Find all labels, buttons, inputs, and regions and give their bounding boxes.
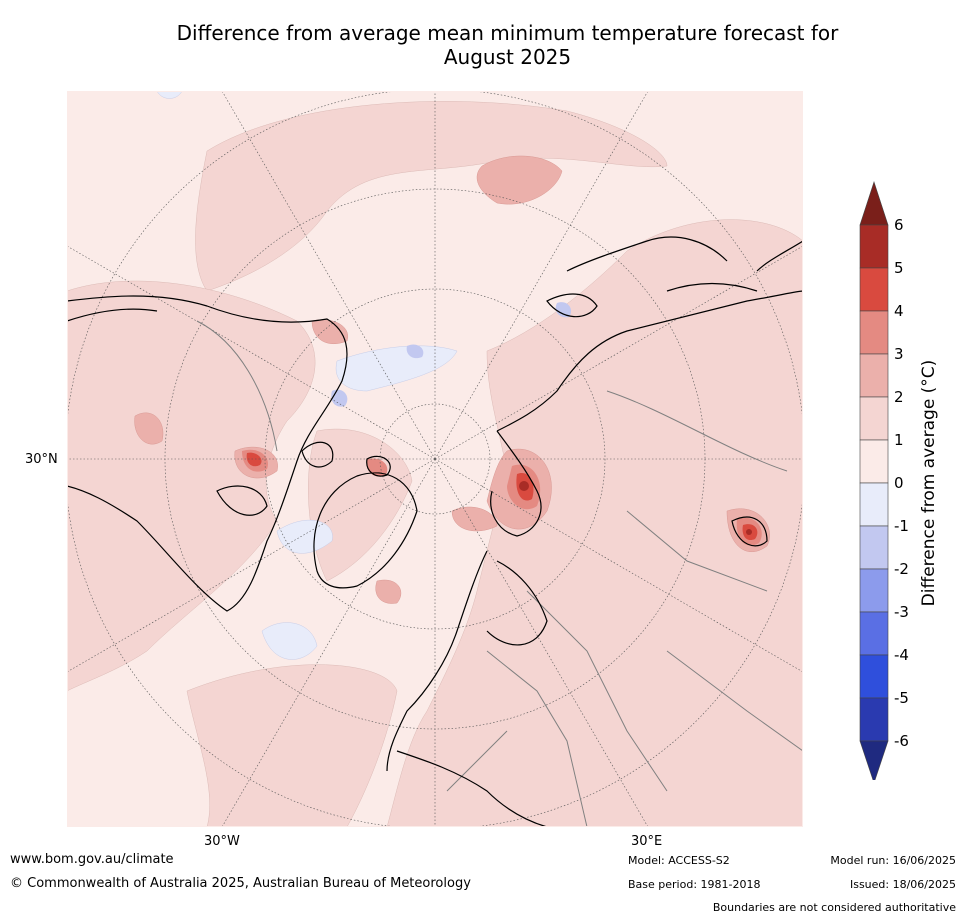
forecast-map bbox=[67, 91, 803, 827]
colorbar-tick-label: 2 bbox=[894, 388, 904, 406]
colorbar-bin bbox=[859, 697, 889, 742]
footer-base-period: Base period: 1981-2018 bbox=[628, 878, 761, 891]
colorbar-bin bbox=[859, 439, 889, 484]
colorbar-tick-label: 0 bbox=[894, 474, 904, 492]
colorbar-bin bbox=[859, 482, 889, 527]
colorbar-bin bbox=[859, 654, 889, 699]
footer-disclaimer: Boundaries are not considered authoritat… bbox=[712, 901, 956, 914]
footer-model: Model: ACCESS-S2 bbox=[628, 854, 730, 867]
colorbar-bin bbox=[859, 396, 889, 441]
map-svg bbox=[67, 91, 803, 827]
lon-label-30e: 30°E bbox=[631, 834, 663, 849]
colorbar-tick-label: -6 bbox=[894, 732, 909, 750]
colorbar-bin bbox=[859, 353, 889, 398]
colorbar-tick-label: 6 bbox=[894, 216, 904, 234]
footer-model-run: Model run: 16/06/2025 bbox=[830, 854, 956, 867]
graticule bbox=[67, 91, 803, 827]
footer-copyright: © Commonwealth of Australia 2025, Austra… bbox=[10, 876, 471, 891]
lon-label-30w: 30°W bbox=[204, 834, 240, 849]
lat-label-30n: 30°N bbox=[25, 452, 58, 467]
colorbar-svg bbox=[859, 181, 889, 784]
country-borders bbox=[196, 320, 803, 827]
colorbar-tick-label: 1 bbox=[894, 431, 904, 449]
map-frame bbox=[67, 91, 803, 827]
title-line-2: August 2025 bbox=[443, 45, 572, 69]
colorbar-tick-label: -5 bbox=[894, 689, 909, 707]
coastlines bbox=[67, 236, 803, 827]
colorbar-label: Difference from average (°C) bbox=[919, 359, 939, 607]
colorbar-tick-label: -1 bbox=[894, 517, 909, 535]
colorbar-tick-label: 5 bbox=[894, 259, 904, 277]
colorbar-tick-label: -2 bbox=[894, 560, 909, 578]
colorbar-bin bbox=[859, 568, 889, 613]
colorbar-tick-label: 3 bbox=[894, 345, 904, 363]
footer-issued: Issued: 18/06/2025 bbox=[849, 878, 956, 891]
footer-url[interactable]: www.bom.gov.au/climate bbox=[10, 852, 174, 867]
colorbar-bin bbox=[859, 525, 889, 570]
anomaly-5-6 bbox=[519, 481, 752, 535]
colorbar-bin bbox=[859, 611, 889, 656]
map-title: Difference from average mean minimum tem… bbox=[60, 21, 955, 69]
title-line-1: Difference from average mean minimum tem… bbox=[176, 21, 839, 45]
colorbar-tick-label: -3 bbox=[894, 603, 909, 621]
colorbar-bin bbox=[859, 310, 889, 355]
colorbar-bin bbox=[859, 267, 889, 312]
colorbar-under-arrow bbox=[859, 740, 889, 784]
colorbar bbox=[850, 180, 910, 784]
anomaly-cool-0-1 bbox=[156, 91, 458, 660]
colorbar-tick-label: -4 bbox=[894, 646, 909, 664]
colorbar-over-arrow bbox=[859, 181, 889, 226]
colorbar-tick-label: 4 bbox=[894, 302, 904, 320]
colorbar-bin bbox=[859, 224, 889, 269]
